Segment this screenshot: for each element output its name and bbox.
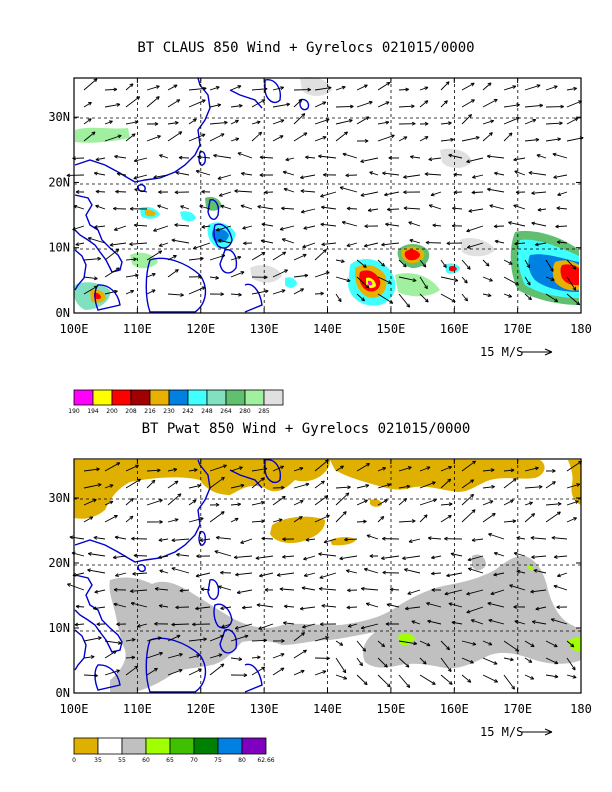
vector-scale-label: 15 M/S — [480, 345, 523, 359]
vector-scale: 15 M/S — [480, 345, 553, 359]
colorbar-swatch — [193, 737, 219, 755]
colorbar-label: 264 — [220, 408, 232, 415]
lon-tick-label: 140E — [313, 322, 342, 336]
panel-1-map: 100E 110E 120E 130E 140E 150E 160E 170E 180 0N 10N… — [48, 77, 592, 415]
colorbar-swatch — [217, 737, 243, 755]
lat-tick-label: 30N — [48, 491, 70, 505]
colorbar-swatch — [187, 389, 208, 406]
colorbar-swatch — [206, 389, 227, 406]
lon-tick-label: 120E — [186, 322, 215, 336]
wind-vectors — [66, 78, 584, 308]
lon-tick-label: 170E — [503, 322, 532, 336]
colorbar-swatch — [73, 737, 99, 755]
colorbar-swatch — [241, 737, 267, 755]
colorbar-label: 60 — [142, 757, 150, 764]
lon-tick-label: 150E — [376, 322, 405, 336]
colorbar-label: 248 — [201, 408, 213, 415]
lat-tick-label: 10N — [48, 241, 70, 255]
colorbar-label: 190 — [68, 408, 80, 415]
lon-tick-label: 140E — [313, 702, 342, 716]
colorbar: 0 35 55 60 65 70 75 80 62.66 — [72, 737, 275, 764]
lat-tick-label: 20N — [48, 556, 70, 570]
lat-tick-label: 0N — [56, 686, 70, 700]
lat-tick-label: 20N — [48, 175, 70, 189]
lat-tick-label: 10N — [48, 621, 70, 635]
lat-tick-label: 0N — [56, 306, 70, 320]
coastlines — [74, 77, 310, 313]
lon-tick-label: 100E — [60, 702, 89, 716]
colorbar-label: 62.66 — [257, 757, 274, 764]
colorbar-label: 0 — [72, 757, 76, 764]
lon-tick-label: 100E — [60, 322, 89, 336]
panel-2-title: BT Pwat 850 Wind + Gyrelocs 021015/0000 — [141, 421, 471, 437]
graticule — [74, 78, 581, 313]
lon-tick-label: 130E — [250, 702, 279, 716]
colorbar-label: 194 — [87, 408, 99, 415]
panel-1-title: BT CLAUS 850 Wind + Gyrelocs 021015/0000 — [137, 40, 475, 56]
panel-2-map: 100E 110E 120E 130E 140E 150E 160E 170E 180 0N 10N… — [48, 458, 592, 764]
colorbar-swatch — [97, 737, 123, 755]
colorbar-swatch — [145, 737, 171, 755]
colorbar-swatch — [121, 737, 147, 755]
lon-tick-label: 110E — [123, 702, 152, 716]
lon-tick-label: 180 — [570, 322, 592, 336]
lon-tick-label: 160E — [440, 702, 469, 716]
colorbar-label: 65 — [166, 757, 174, 764]
colorbar-label: 208 — [125, 408, 137, 415]
colorbar-label: 70 — [190, 757, 198, 764]
lon-tick-label: 150E — [376, 702, 405, 716]
colorbar-label: 55 — [118, 757, 126, 764]
colorbar-swatch — [130, 389, 151, 406]
colorbar-swatch — [92, 389, 113, 406]
vector-scale-label: 15 M/S — [480, 725, 523, 739]
colorbar-label: 285 — [258, 408, 270, 415]
lon-tick-label: 180 — [570, 702, 592, 716]
colorbar-label: 242 — [182, 408, 194, 415]
lon-tick-label: 110E — [123, 322, 152, 336]
colorbar-swatch — [111, 389, 132, 406]
lat-tick-label: 30N — [48, 110, 70, 124]
wind-vectors — [67, 459, 582, 690]
graticule — [74, 459, 581, 693]
lon-tick-label: 120E — [186, 702, 215, 716]
vector-scale: 15 M/S — [480, 725, 553, 739]
colorbar-label: 230 — [163, 408, 175, 415]
colorbar-label: 200 — [106, 408, 118, 415]
lon-tick-label: 170E — [503, 702, 532, 716]
colorbar-swatch — [168, 389, 189, 406]
colorbar-label: 80 — [238, 757, 246, 764]
colorbar-label: 216 — [144, 408, 156, 415]
colorbar-swatch — [73, 389, 94, 406]
colorbar-label: 75 — [214, 757, 222, 764]
colorbar-swatch — [263, 389, 284, 406]
axis-ticks: 100E 110E 120E 130E 140E 150E 160E 170E 180 0N 10N… — [48, 459, 592, 716]
lon-tick-label: 160E — [440, 322, 469, 336]
colorbar-swatch — [149, 389, 170, 406]
colorbar: 190 194 200 208 216 230 242 248 264 280 285 — [68, 389, 284, 415]
colorbar-swatch — [169, 737, 195, 755]
colorbar-swatch — [225, 389, 246, 406]
axis-ticks: 100E 110E 120E 130E 140E 150E 160E 170E 180 0N 10N… — [48, 78, 592, 336]
colorbar-label: 35 — [94, 757, 102, 764]
colorbar-swatch — [244, 389, 265, 406]
colorbar-label: 280 — [239, 408, 251, 415]
lon-tick-label: 130E — [250, 322, 279, 336]
cloud-shading — [73, 77, 579, 310]
